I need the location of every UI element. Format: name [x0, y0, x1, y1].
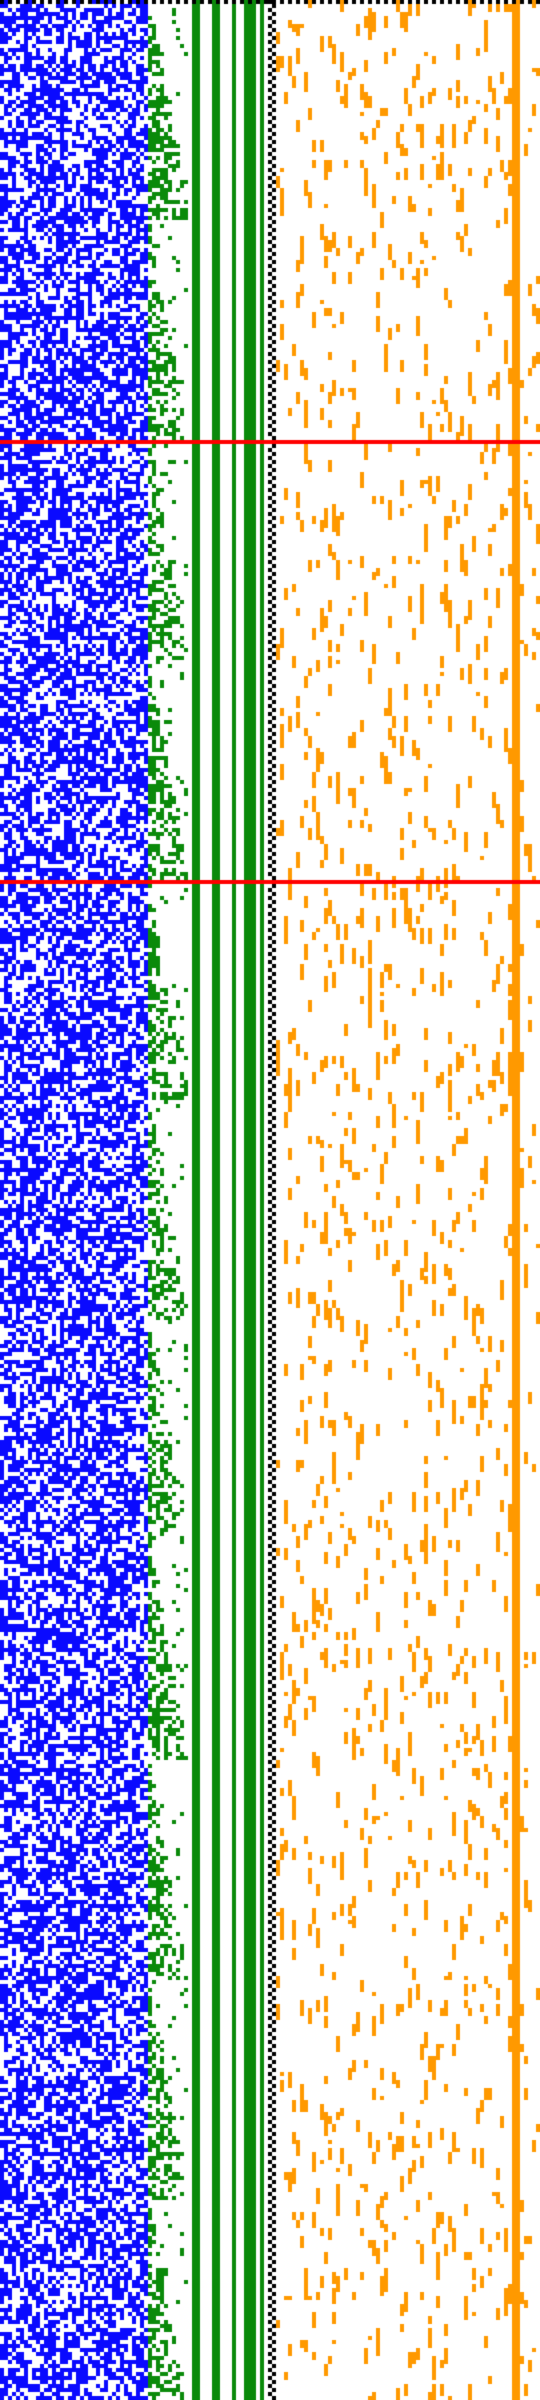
raster-trace-plot [0, 0, 540, 2400]
